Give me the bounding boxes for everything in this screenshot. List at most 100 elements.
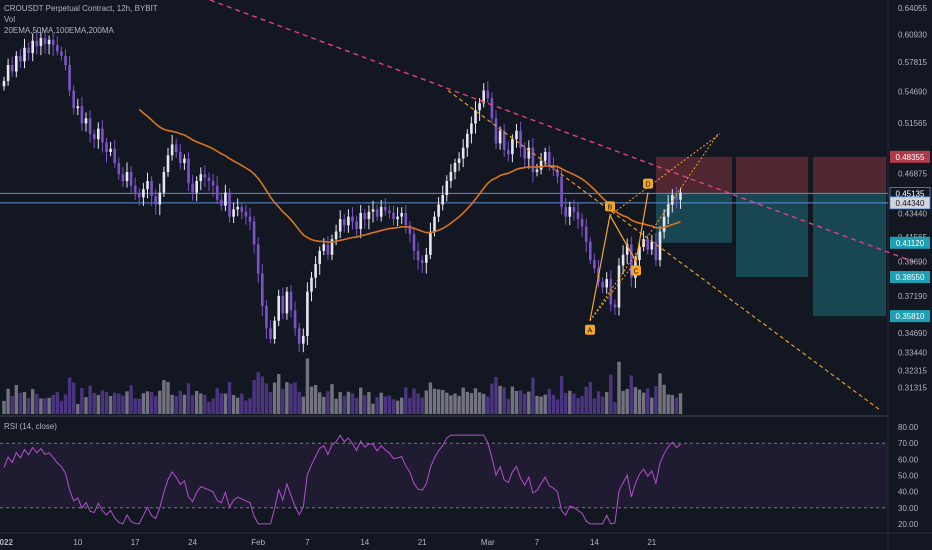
candle-body [425,254,428,263]
candle-body [334,231,338,240]
candle-body [228,192,231,217]
volume-bar [346,391,351,414]
volume-bar [551,394,556,414]
candle-body [56,45,59,52]
stop-zone [813,156,886,194]
pattern-point-marker [631,265,641,276]
volume-bar [334,398,338,414]
volume-bar [166,382,170,414]
volume-bar [564,392,568,414]
volume-bar [400,397,404,414]
volume-bar [449,395,453,414]
volume-bar [55,392,59,414]
candle-body [474,110,477,124]
volume-bar [637,389,642,414]
candle-body [76,106,80,109]
candle-body [43,38,47,45]
volume-bars [2,358,683,414]
volume-bar [137,398,141,414]
volume-bar [338,392,342,414]
channel-line-lower [589,133,719,322]
volume-bar [80,388,84,414]
candle-body [105,142,108,153]
time-tick-label: 24 [188,538,197,547]
candle-body [609,279,613,305]
candle-body [183,158,186,163]
candle-body [68,65,71,91]
indicator-list[interactable]: 20EMA,50MA,100EMA,200MA [4,26,114,35]
candle-body [404,212,408,226]
volume-bar [117,393,121,414]
volume-bar [510,386,515,414]
candle-body [318,250,321,265]
volume-bar [2,400,6,414]
pattern-path [589,192,649,321]
candle-body [548,152,551,166]
candle-body [265,306,268,329]
volume-label[interactable]: Vol [4,15,16,24]
price-tick-label: 0.37190 [898,292,927,301]
level-tag [890,271,930,284]
candle-body [113,148,116,163]
candle-body [675,194,678,200]
volume-bar [416,393,420,414]
volume-bar [51,395,55,414]
volume-bar [301,396,305,414]
volume-bar [670,394,674,414]
symbol-title[interactable]: CROUSDT Perpetual Contract, 12h, BYBIT [4,4,158,13]
volume-bar [379,392,383,414]
candle-body [351,216,354,222]
candle-body [519,130,522,148]
volume-bar [231,395,236,414]
candle-body [330,239,334,255]
rsi-tick-label: 70.00 [898,439,919,448]
price-tick-label: 0.54690 [898,88,927,97]
candle-body [515,130,518,140]
time-tick-label: 14 [360,538,369,547]
time-axis: 2022 10 17 24 Feb 7 14 21 Mar 7 14 21 [0,538,657,547]
candle-body [101,128,104,143]
price-tick-label: 0.39690 [898,258,927,267]
candle-body [408,225,412,235]
volume-bar [404,387,408,414]
rsi-title[interactable]: RSI (14, close) [4,422,57,431]
chart-legend: CROUSDT Perpetual Contract, 12h, BYBIT V… [4,3,158,36]
volume-bar [502,387,506,414]
volume-bar [650,397,654,414]
volume-bar [625,389,629,414]
volume-bar [408,397,412,414]
volume-bar [162,380,166,414]
volume-bar [108,395,113,414]
candle-body [224,192,227,206]
candle-body [363,212,367,220]
candle-body [191,183,194,193]
volume-bar [445,392,449,414]
candle-body [617,265,621,308]
candle-body [302,335,305,344]
pattern-point-label: B [608,204,613,211]
volume-bar [494,376,498,414]
candle-body [671,194,674,205]
volume-bar [72,382,76,414]
candle-body [142,189,145,198]
price-tick-label: 0.51565 [898,119,927,128]
candle-body [556,169,559,177]
volume-bar [506,398,510,414]
candle-body [27,47,30,54]
candle-body [457,158,461,163]
rsi-tick-label: 30.00 [898,504,919,513]
candle-body [35,40,39,46]
volume-bar [576,398,580,414]
candle-body [564,206,567,217]
candle-body [240,206,244,212]
volume-bar [539,396,543,414]
volume-bar [281,388,285,414]
volume-bar [330,384,334,414]
candle-body [498,130,502,144]
volume-bar [412,388,416,414]
volume-bar [387,395,392,414]
pattern-point-marker [605,201,615,212]
candle-body [535,169,539,172]
volume-bar [207,401,211,414]
candle-body [662,216,666,232]
